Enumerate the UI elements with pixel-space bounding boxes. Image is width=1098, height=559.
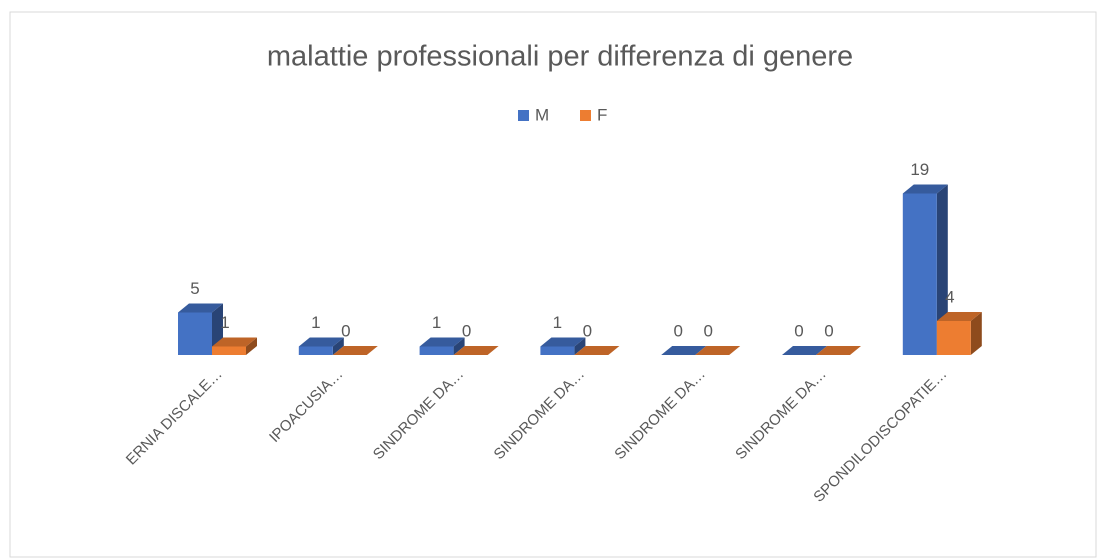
bar-front bbox=[212, 346, 246, 355]
data-label: 1 bbox=[311, 313, 320, 332]
bar bbox=[419, 337, 465, 355]
bar-top bbox=[298, 337, 344, 347]
bar-top bbox=[936, 312, 982, 321]
data-label: 0 bbox=[583, 321, 592, 340]
bar-top bbox=[419, 337, 465, 347]
chart-title: malattie professionali per differenza di… bbox=[267, 41, 853, 73]
bar-front bbox=[298, 346, 333, 355]
bar bbox=[332, 346, 378, 355]
data-label: 5 bbox=[190, 279, 199, 298]
bar-top bbox=[574, 346, 620, 355]
bar-front bbox=[902, 193, 937, 355]
bar-side bbox=[453, 337, 465, 355]
bar-front bbox=[419, 346, 454, 355]
bar-side bbox=[332, 337, 344, 355]
bar-top bbox=[540, 337, 586, 347]
bar bbox=[574, 346, 620, 355]
bar-top bbox=[782, 346, 827, 355]
bar-front bbox=[936, 321, 971, 355]
bar-front bbox=[540, 346, 575, 355]
legend-label: F bbox=[597, 105, 607, 124]
bar-side bbox=[936, 184, 948, 355]
bar bbox=[540, 337, 586, 355]
bar bbox=[816, 346, 861, 355]
data-label: 19 bbox=[910, 160, 929, 179]
bar-top bbox=[178, 303, 223, 313]
bar-top bbox=[902, 184, 948, 194]
legend-swatch bbox=[580, 110, 591, 121]
legend-label: M bbox=[535, 105, 549, 124]
bar bbox=[936, 312, 982, 355]
bar bbox=[661, 346, 707, 355]
data-label: 0 bbox=[462, 321, 471, 340]
bar bbox=[178, 303, 223, 355]
bar-top bbox=[816, 346, 861, 355]
data-label: 4 bbox=[945, 287, 954, 306]
bar-top bbox=[661, 346, 707, 355]
data-label: 1 bbox=[553, 313, 562, 332]
bar bbox=[782, 346, 827, 355]
data-label: 1 bbox=[220, 313, 229, 332]
data-label: 0 bbox=[341, 321, 350, 340]
data-label: 0 bbox=[703, 321, 712, 340]
bar bbox=[453, 346, 499, 355]
bar-top bbox=[332, 346, 378, 355]
bar bbox=[212, 337, 257, 355]
bar-top bbox=[695, 346, 741, 355]
data-label: 0 bbox=[673, 321, 682, 340]
bar-side bbox=[246, 337, 257, 355]
bar-top bbox=[453, 346, 499, 355]
bar bbox=[695, 346, 741, 355]
data-label: 0 bbox=[824, 321, 833, 340]
bar bbox=[298, 337, 344, 355]
bar-top bbox=[212, 337, 257, 347]
bar-side bbox=[574, 337, 586, 355]
data-label: 1 bbox=[432, 313, 441, 332]
data-label: 0 bbox=[794, 321, 803, 340]
bar-front bbox=[178, 312, 212, 355]
legend-swatch bbox=[518, 110, 529, 121]
bar bbox=[902, 184, 948, 355]
bar-side bbox=[970, 312, 982, 355]
